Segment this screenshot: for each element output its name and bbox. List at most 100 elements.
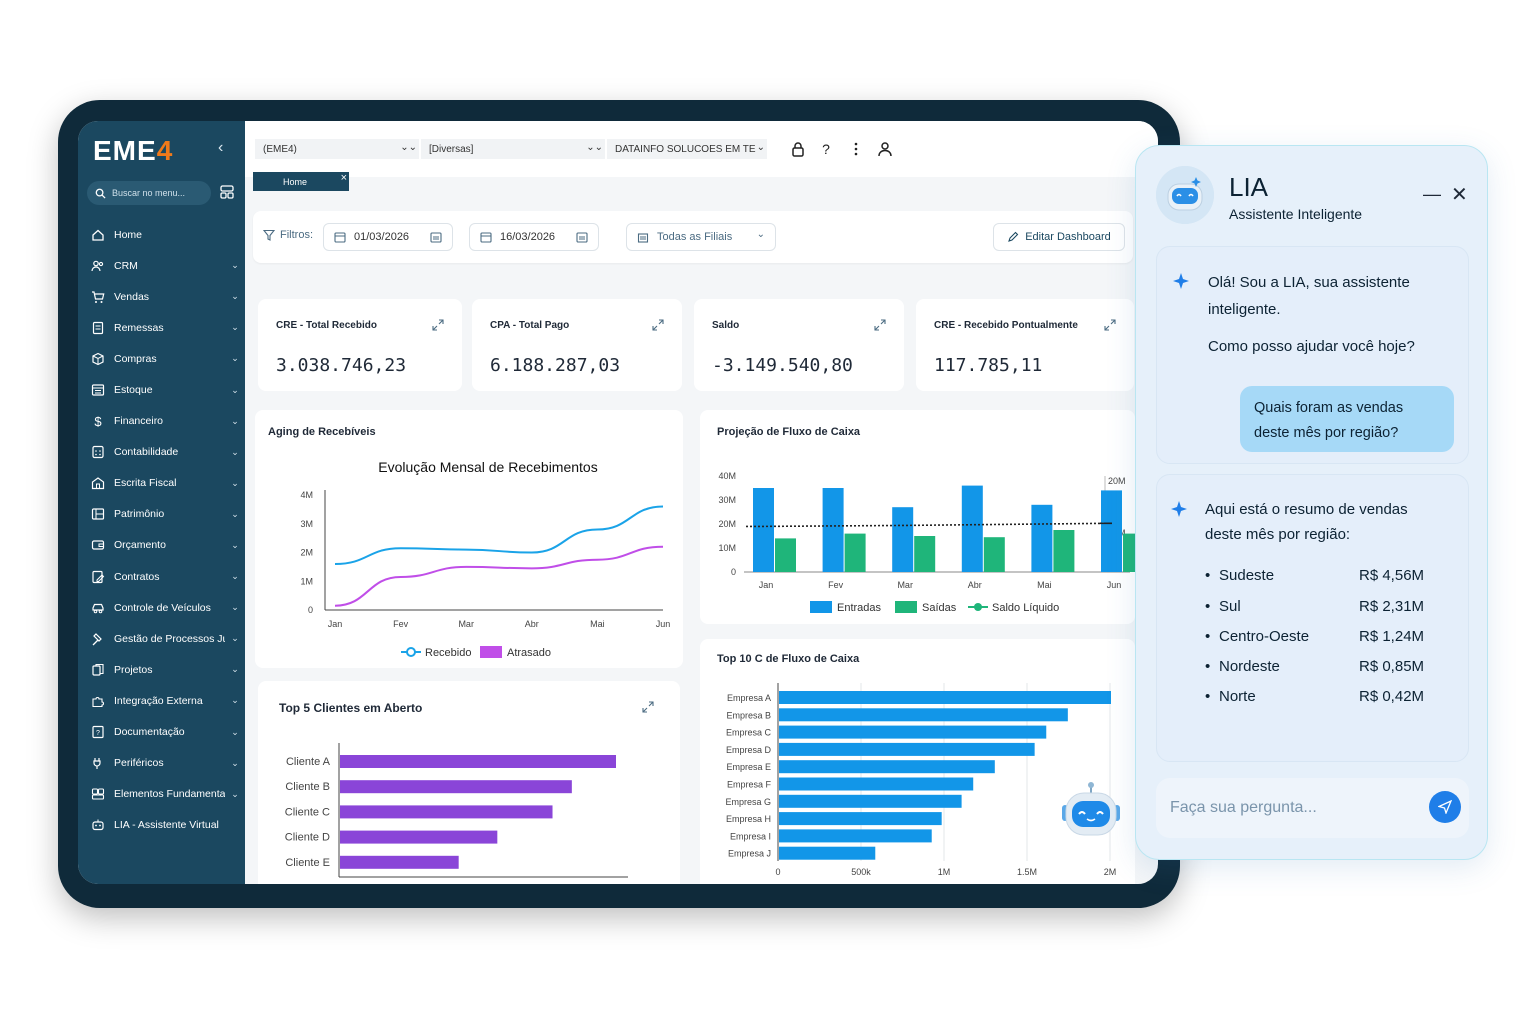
chevron-down-icon: ⌄ [756, 229, 765, 240]
sidebar-item-label: Estoque [114, 384, 153, 397]
x-tick-label: Jan [328, 619, 343, 629]
sidebar-item-escrita-fiscal[interactable]: Escrita Fiscal ⌄ [78, 468, 245, 499]
region-row: • Norte R$ 0,42M [1205, 688, 1425, 705]
company-select[interactable]: (EME4) ⌄⌄ [255, 139, 419, 159]
expand-icon[interactable] [652, 319, 664, 331]
bar-cliente [340, 780, 572, 794]
chevron-down-icon: ⌄ [231, 664, 239, 675]
legend-marker-saldo-dot [974, 603, 982, 611]
chevron-down-icon: ⌄ [231, 477, 239, 488]
sidebar-item-patrim-nio[interactable]: Patrimônio ⌄ [78, 499, 245, 530]
end-date-field[interactable]: 16/03/2026 [469, 223, 599, 251]
x-tick-label: 0 [775, 867, 780, 877]
x-tick-label: Mai [590, 619, 605, 629]
y-tick-label: Empresa A [727, 693, 771, 703]
bar-entradas [892, 507, 914, 572]
y-tick-label: Empresa D [726, 745, 772, 755]
bullet: • [1205, 567, 1211, 584]
edit-dashboard-button[interactable]: Editar Dashboard [993, 223, 1125, 251]
tab-home[interactable]: Home × [253, 172, 349, 191]
expand-icon[interactable] [874, 319, 886, 331]
sidebar-item-gest-o-de-processos-ju[interactable]: Gestão de Processos Ju... ⌄ [78, 623, 245, 654]
kpi-value: 3.038.746,23 [276, 355, 407, 376]
sidebar-item-documenta-o[interactable]: ? Documentação ⌄ [78, 717, 245, 748]
kpi-card: CPA - Total Pago 6.188.287,03 [472, 299, 682, 391]
sidebar-item-contabilidade[interactable]: Contabilidade ⌄ [78, 437, 245, 468]
bar-entradas [961, 485, 983, 572]
collapse-sidebar-button[interactable]: ‹ [218, 139, 224, 156]
pencil-icon [1008, 231, 1019, 242]
sidebar-item-remessas[interactable]: Remessas ⌄ [78, 312, 245, 343]
close-icon[interactable]: ✕ [1451, 184, 1468, 206]
x-tick-label: 1.5M [1017, 867, 1037, 877]
kpi-card: CRE - Total Recebido 3.038.746,23 [258, 299, 462, 391]
sidebar-item-lia-assistente-virtual[interactable]: LIA - Assistente Virtual [78, 810, 245, 841]
bullet: • [1205, 628, 1211, 645]
sidebar-item-controle-de-ve-culos[interactable]: Controle de Veículos ⌄ [78, 592, 245, 623]
help-icon[interactable]: ? [818, 141, 834, 157]
y-tick-label: Empresa B [726, 710, 771, 720]
warehouse-icon [91, 384, 105, 396]
sidebar-item-perif-ricos[interactable]: Periféricos ⌄ [78, 748, 245, 779]
sidebar-item-estoque[interactable]: Estoque ⌄ [78, 374, 245, 405]
sidebar-item-financeiro[interactable]: $ Financeiro ⌄ [78, 406, 245, 437]
lock-icon[interactable] [790, 141, 806, 157]
robot-assistant-icon[interactable] [1058, 781, 1124, 845]
sidebar-item-vendas[interactable]: Vendas ⌄ [78, 281, 245, 312]
robot-icon [92, 819, 104, 831]
gavel-icon [92, 632, 102, 646]
minimize-icon[interactable]: — [1423, 184, 1441, 204]
more-options-icon[interactable] [848, 141, 864, 157]
date-picker-icon[interactable] [576, 231, 588, 243]
expand-icon[interactable] [432, 319, 444, 331]
chevron-down-icon: ⌄ [231, 633, 239, 644]
group-select[interactable]: [Diversas] ⌄⌄ [421, 139, 605, 159]
lia-avatar [1156, 166, 1214, 224]
x-tick-label: Fev [393, 619, 409, 629]
sidebar-item-crm[interactable]: CRM ⌄ [78, 250, 245, 281]
send-button[interactable] [1429, 791, 1461, 823]
y-tick-label: Empresa F [727, 780, 772, 790]
sidebar-item-elementos-fundamentais[interactable]: Elementos Fundamentais ⌄ [78, 779, 245, 810]
sidebar-item-compras[interactable]: Compras ⌄ [78, 343, 245, 374]
chevron-down-icon: ⌄ [231, 446, 239, 457]
user-icon[interactable] [877, 141, 893, 157]
app-logo[interactable]: EME4 [93, 135, 174, 166]
wallet-icon [91, 540, 105, 551]
bar-empresa [779, 725, 1047, 739]
layout-toggle-icon[interactable] [220, 185, 234, 199]
y-tick-label: Empresa H [726, 814, 771, 824]
bar-cliente [340, 805, 553, 819]
chevron-down-icon: ⌄ [231, 726, 239, 737]
date-picker-icon[interactable] [430, 231, 442, 243]
sidebar-item-projetos[interactable]: Projetos ⌄ [78, 654, 245, 685]
y-tick-label: 0 [731, 567, 736, 577]
top5-card: Top 5 Clientes em Aberto Cliente A Client… [258, 681, 680, 884]
y-tick-label: 3M [300, 519, 313, 529]
legend-marker-recebido-dot [406, 647, 416, 657]
sidebar-item-integra-o-externa[interactable]: Integração Externa ⌄ [78, 685, 245, 716]
top10-title: Top 10 C de Fluxo de Caixa [717, 653, 860, 665]
expand-icon[interactable] [1104, 319, 1116, 331]
lia-assistant-panel: LIA Assistente Inteligente — ✕ Olá! Sou … [1135, 145, 1488, 860]
sidebar-item-contratos[interactable]: Contratos ⌄ [78, 561, 245, 592]
send-icon [1438, 800, 1452, 814]
sidebar-item-or-amento[interactable]: Orçamento ⌄ [78, 530, 245, 561]
lia-question-input[interactable]: Faça sua pergunta... [1156, 778, 1469, 838]
menu-search-input[interactable]: Buscar no menu... [87, 181, 211, 205]
branch-select[interactable]: DATAINFO SOLUCOES EM TE ⌄ [607, 139, 767, 159]
sidebar-item-label: Compras [114, 352, 157, 365]
top5-bar-chart: Cliente A Cliente B Cliente C Cliente D Clie… [285, 743, 628, 878]
y-tick-label: 0 [308, 605, 313, 615]
bar-entradas [1031, 504, 1053, 572]
building-icon [91, 477, 105, 490]
region-row: • Sul R$ 2,31M [1205, 598, 1425, 615]
expand-icon[interactable] [642, 701, 654, 713]
sidebar-item-label: Projetos [114, 663, 153, 676]
branch-filter-select[interactable]: Todas as Filiais ⌄ [626, 223, 776, 251]
close-tab-icon[interactable]: × [340, 172, 347, 184]
sidebar-item-home[interactable]: Home [78, 219, 245, 250]
top10-bar-chart: 0 500k 1M 1.5M 2M Empresa A Empresa B Empresa C… [725, 683, 1116, 877]
chart-title: Evolução Mensal de Recebimentos [378, 459, 597, 475]
start-date-field[interactable]: 01/03/2026 [323, 223, 453, 251]
